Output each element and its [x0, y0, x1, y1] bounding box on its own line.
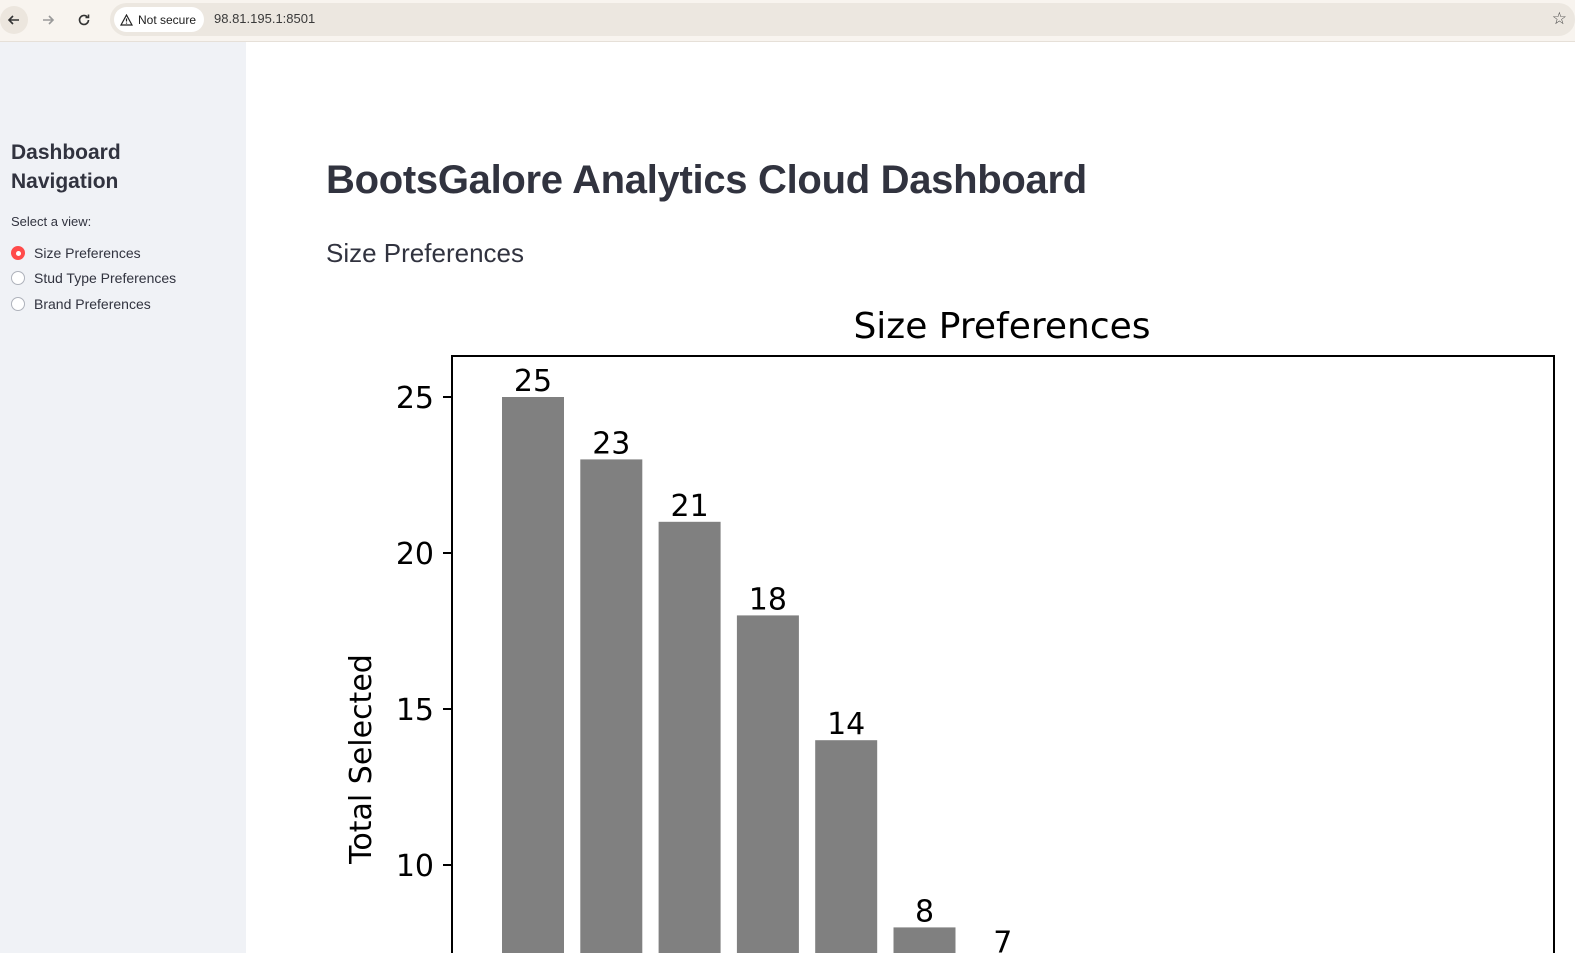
- bar-chart: Size Preferences Total Selected 10 15 20 25…: [344, 306, 1555, 953]
- bar: [580, 459, 643, 953]
- bar-labels-group: 25 23 21 18 14 8 7: [514, 364, 1012, 953]
- arrow-left-icon: [7, 15, 19, 25]
- address-bar[interactable]: Not secure 98.81.195.1:8501 ☆: [110, 3, 1575, 36]
- y-axis: 10 15 20 25: [396, 381, 452, 884]
- warning-icon: [120, 13, 133, 26]
- bar: [736, 615, 799, 953]
- y-tick-label: 10: [396, 849, 434, 884]
- radio-label: Brand Preferences: [34, 296, 151, 312]
- chart-title: Size Preferences: [853, 306, 1150, 347]
- security-label: Not secure: [138, 12, 197, 27]
- bar: [502, 397, 564, 953]
- bar-value-label: 8: [915, 894, 934, 929]
- radio-brand-preferences[interactable]: Brand Preferences: [11, 294, 151, 314]
- y-tick-label: 15: [396, 693, 434, 728]
- bar-value-label: 18: [749, 582, 787, 617]
- bookmark-star-icon[interactable]: ☆: [1551, 9, 1567, 28]
- bar-value-label: 23: [592, 426, 630, 461]
- radio-button[interactable]: [11, 271, 25, 285]
- arrow-right-icon: [43, 15, 55, 25]
- radio-label: Stud Type Preferences: [34, 270, 177, 286]
- back-button[interactable]: [0, 6, 28, 34]
- y-tick-label: 20: [396, 537, 434, 572]
- bar: [815, 740, 878, 953]
- sidebar: Dashboard Navigation Select a view: Size…: [0, 42, 246, 953]
- radio-size-preferences[interactable]: Size Preferences: [11, 243, 141, 263]
- section-heading: Size Preferences: [326, 238, 524, 268]
- radio-label: Size Preferences: [34, 245, 141, 261]
- radio-button-checked[interactable]: [11, 246, 25, 260]
- radio-group-label: Select a view:: [11, 214, 92, 229]
- bar-value-label: 14: [827, 707, 865, 742]
- radio-button[interactable]: [11, 297, 25, 311]
- y-axis-label: Total Selected: [344, 654, 379, 865]
- plot-frame: [451, 355, 1555, 953]
- bars-group: [502, 397, 956, 953]
- reload-button[interactable]: [70, 6, 98, 34]
- bar: [893, 927, 956, 953]
- bar-value-label: 7: [993, 926, 1012, 953]
- sidebar-title: Dashboard Navigation: [11, 141, 121, 193]
- page-title: BootsGalore Analytics Cloud Dashboard: [326, 158, 1087, 202]
- url-text[interactable]: 98.81.195.1:8501: [214, 11, 316, 26]
- security-indicator[interactable]: Not secure: [114, 7, 205, 32]
- bar-value-label: 21: [671, 489, 709, 524]
- browser-toolbar: Not secure 98.81.195.1:8501 ☆: [0, 0, 1575, 42]
- bar: [658, 521, 721, 953]
- y-tick-label: 25: [396, 381, 434, 416]
- radio-stud-type-preferences[interactable]: Stud Type Preferences: [11, 268, 176, 288]
- bar-value-label: 25: [514, 364, 552, 399]
- forward-button[interactable]: [34, 6, 62, 34]
- reload-icon: [78, 14, 90, 26]
